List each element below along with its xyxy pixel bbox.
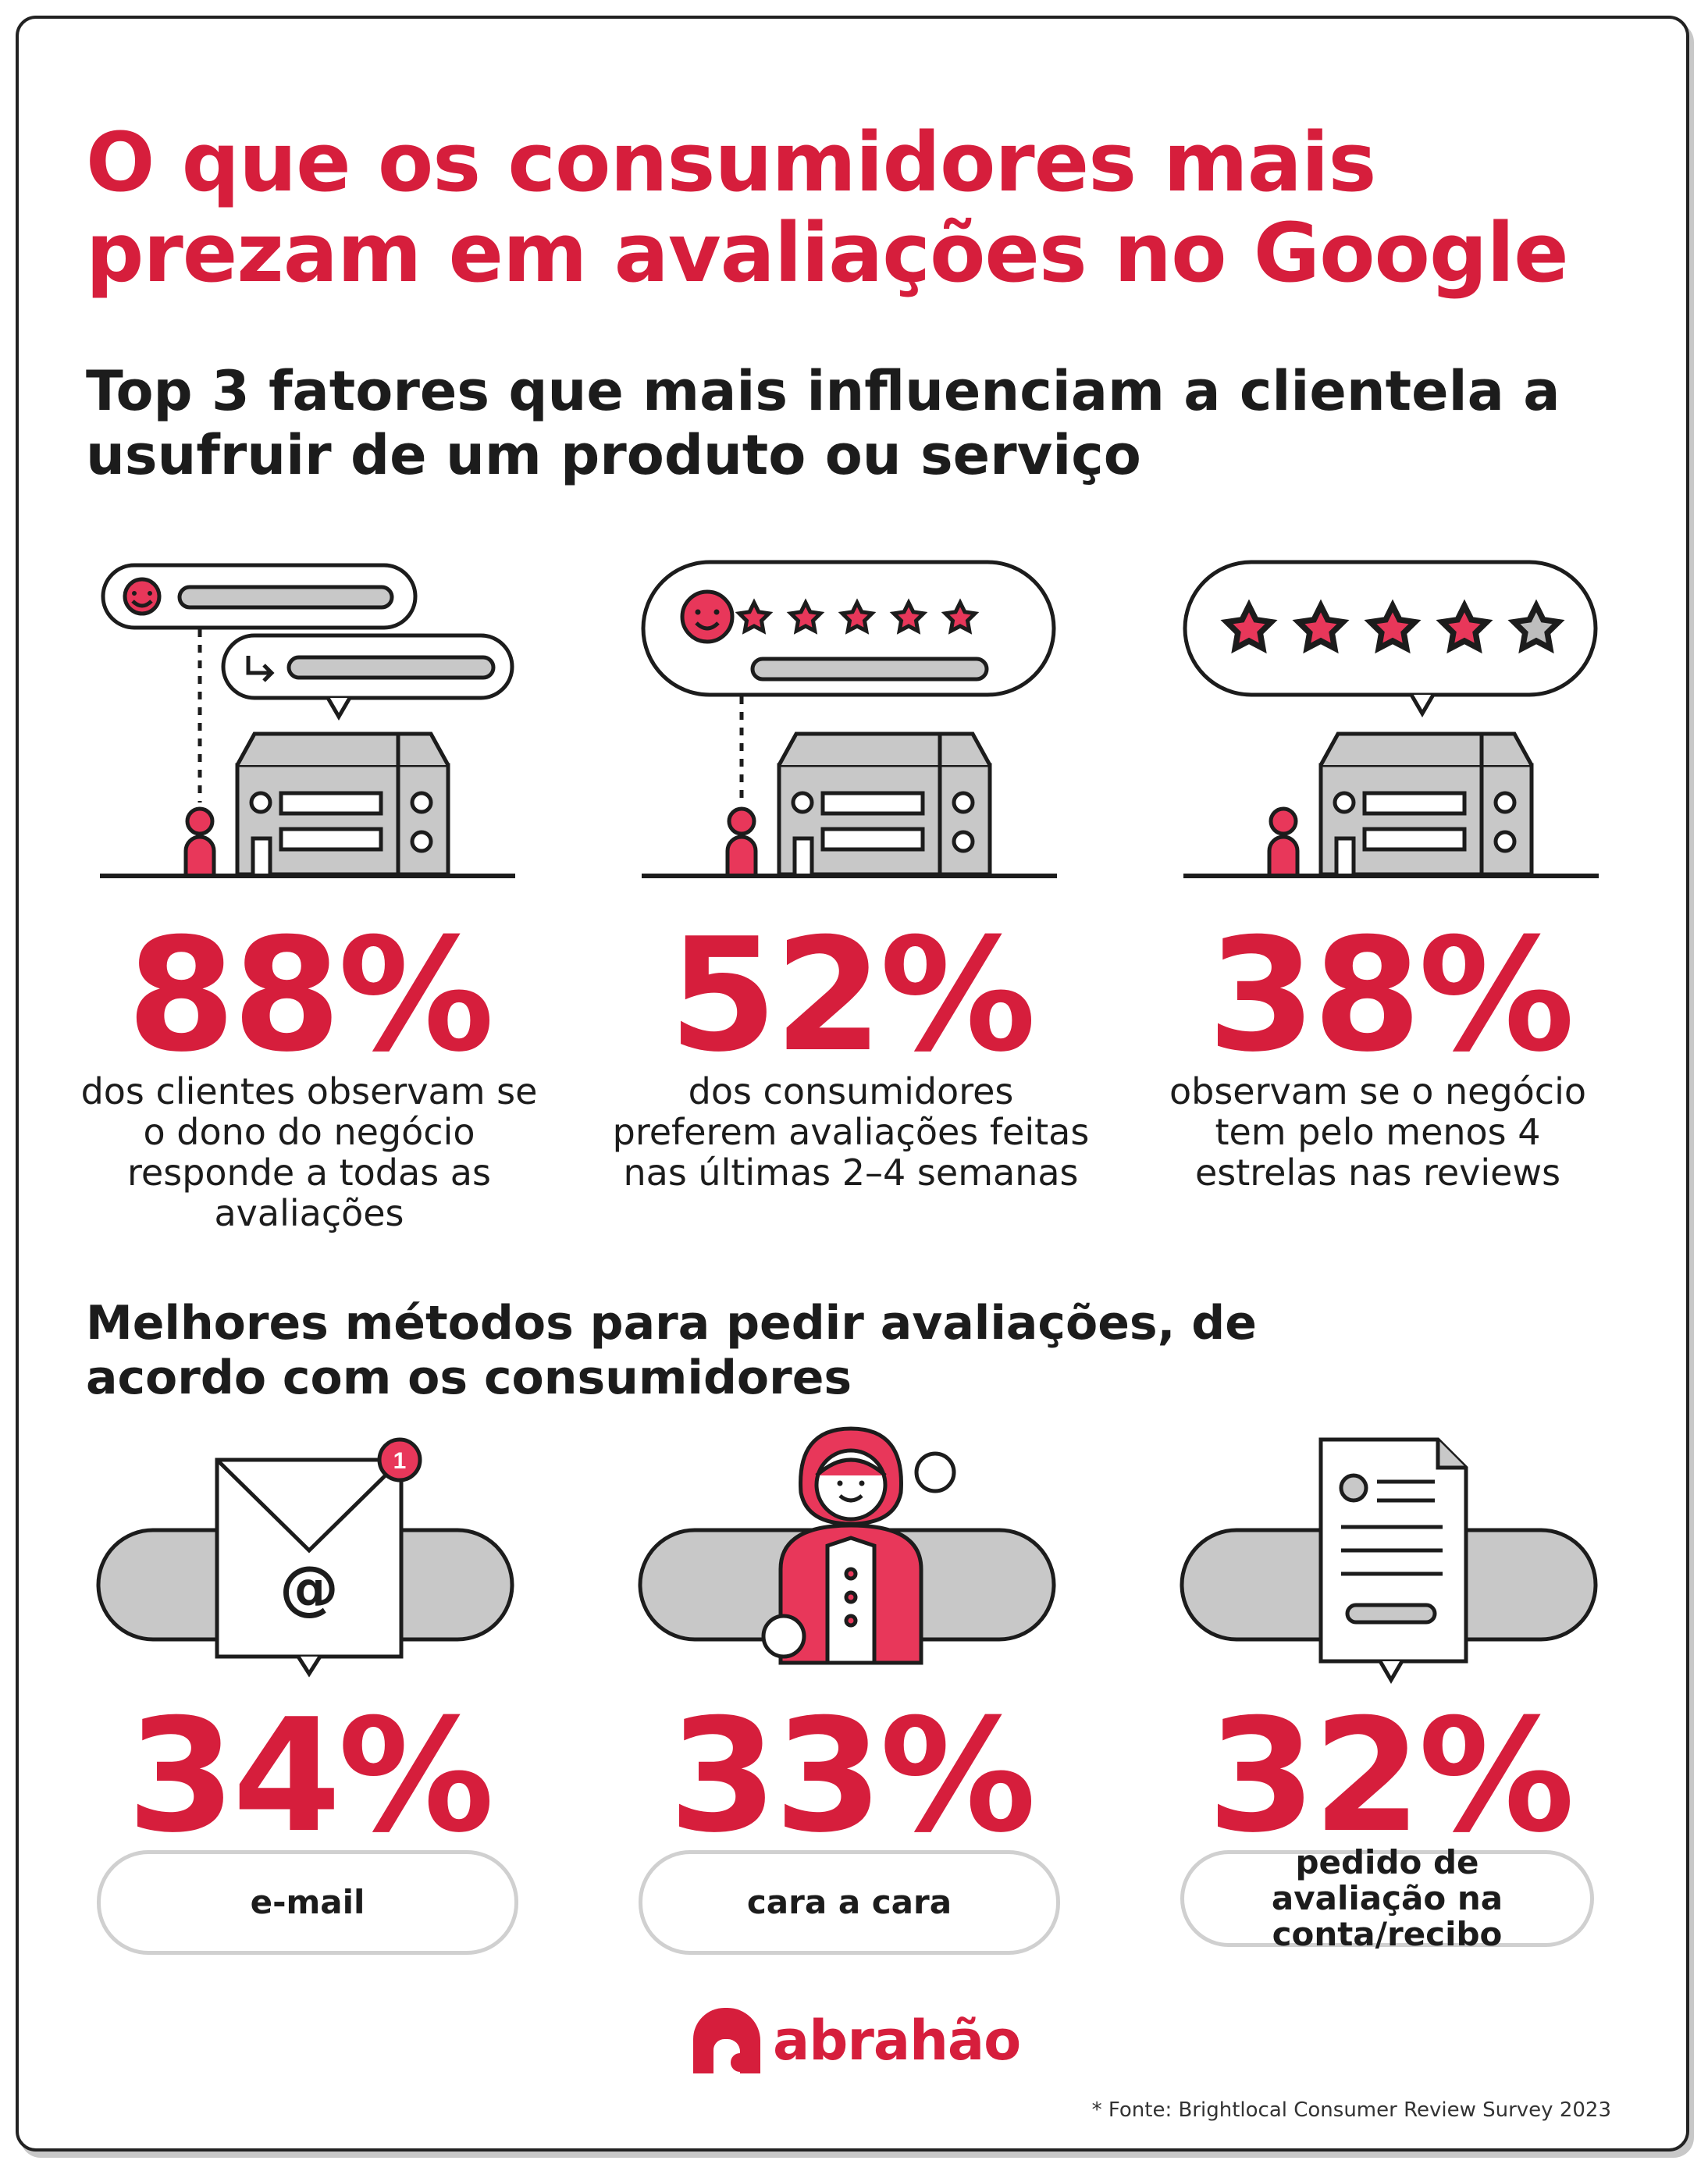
email-illustration: 1 @ (96, 1437, 514, 1678)
at-sign-icon: @ (279, 1553, 339, 1622)
infographic-card (16, 16, 1689, 2152)
factor-3-description: observam se o negócio tem pelo menos 4 e… (1169, 1070, 1587, 1194)
method-2-label: cara a cara (639, 1850, 1060, 1955)
recent-review-illustration (641, 560, 1057, 878)
source-note: * Fonte: Brightlocal Consumer Review Sur… (1091, 2098, 1611, 2122)
reply-arrow-icon (246, 656, 275, 682)
method-1-percent: 34% (126, 1685, 495, 1867)
four-stars-icon (1220, 599, 1565, 654)
brand-name: abrahão (773, 2009, 1021, 2073)
method-3-label: pedido de avaliação na conta/recibo (1180, 1845, 1594, 1952)
brand-logo: abrahão (693, 2008, 1021, 2073)
smiley-icon (680, 589, 735, 644)
notification-badge (377, 1437, 422, 1482)
factor-2-description: dos consumidores preferem avaliações fei… (612, 1070, 1090, 1194)
factor-1-description: dos clientes observam se o dono do negóc… (80, 1070, 538, 1234)
face-to-face-illustration (638, 1426, 1056, 1665)
factor-3-percent: 38% (1207, 905, 1575, 1087)
badge-count: 1 (393, 1448, 407, 1474)
person-icon (1269, 806, 1298, 836)
four-star-illustration (1183, 560, 1599, 878)
page-subtitle: Top 3 fatores que mais influenciam a cli… (86, 359, 1560, 487)
page-title: O que os consumidores mais prezam em ava… (86, 115, 1569, 301)
method-2-percent: 33% (668, 1685, 1037, 1867)
methods-heading: Melhores métodos para pedir avaliações, … (86, 1296, 1257, 1405)
abrahao-logo-icon (693, 2008, 760, 2073)
person-icon (727, 806, 756, 836)
method-3-percent: 32% (1207, 1685, 1575, 1867)
five-stars-icon (735, 598, 980, 635)
person-icon (185, 806, 215, 836)
factor-2-percent: 52% (668, 905, 1037, 1087)
smiley-icon (123, 577, 162, 616)
receipt-illustration (1180, 1437, 1598, 1684)
method-1-label: e-mail (97, 1850, 518, 1955)
owner-reply-illustration (100, 563, 515, 878)
factor-1-percent: 88% (126, 905, 495, 1087)
